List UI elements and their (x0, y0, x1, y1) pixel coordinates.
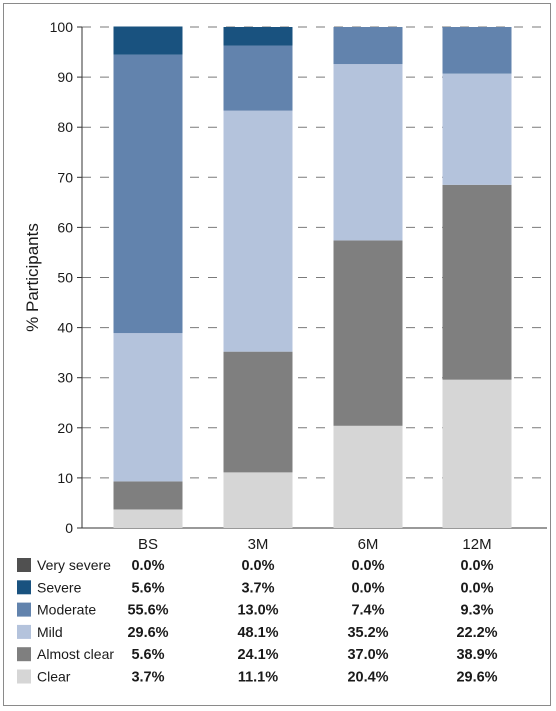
legend-swatch-clear (17, 669, 31, 684)
value-moderate-12m: 9.3% (460, 603, 493, 619)
value-very-severe-12m: 0.0% (460, 558, 493, 574)
bar-bs-moderate (113, 54, 183, 334)
value-mild-12m: 22.2% (456, 625, 497, 641)
legend-swatch-moderate (17, 602, 31, 617)
y-tick-label-20: 20 (57, 420, 73, 436)
value-moderate-bs: 55.6% (127, 603, 168, 619)
value-almost-clear-3m: 24.1% (237, 647, 278, 663)
legend-swatch-severe (17, 580, 31, 595)
value-moderate-6m: 7.4% (351, 603, 384, 619)
y-axis-label: % Participants (23, 223, 42, 332)
legend-swatch-very-severe (17, 558, 31, 572)
bar-6m-almost-clear (333, 240, 403, 426)
bar-3m-mild (223, 110, 293, 352)
y-tick-label-60: 60 (57, 219, 73, 235)
y-tick-label-80: 80 (57, 119, 73, 135)
legend-swatch-mild (17, 624, 31, 639)
bar-12m-almost-clear (442, 184, 512, 380)
bar-12m-moderate (442, 27, 512, 74)
y-tick-label-50: 50 (57, 270, 73, 286)
x-category-label-6m: 6M (358, 536, 379, 553)
bar-6m-clear (333, 425, 403, 528)
bar-bs-almost-clear (113, 481, 183, 510)
y-tick-label-100: 100 (50, 19, 74, 35)
value-very-severe-3m: 0.0% (241, 558, 274, 574)
value-clear-3m: 11.1% (238, 670, 278, 686)
value-almost-clear-12m: 38.9% (456, 647, 497, 663)
value-almost-clear-6m: 37.0% (347, 647, 388, 663)
y-tick-label-70: 70 (57, 169, 73, 185)
value-mild-bs: 29.6% (127, 625, 168, 641)
value-severe-3m: 3.7% (241, 580, 274, 596)
value-mild-3m: 48.1% (237, 625, 278, 641)
y-tick-label-40: 40 (57, 320, 73, 336)
value-moderate-3m: 13.0% (237, 603, 278, 619)
y-tick-label-90: 90 (57, 69, 73, 85)
legend-label-moderate: Moderate (37, 602, 96, 618)
x-category-label-12m: 12M (462, 536, 491, 553)
bar-12m-clear (442, 379, 512, 528)
value-clear-bs: 3.7% (131, 670, 164, 686)
value-severe-bs: 5.6% (131, 580, 164, 596)
value-severe-12m: 0.0% (460, 580, 493, 596)
bar-12m-mild (442, 73, 512, 185)
y-tick-label-10: 10 (57, 470, 73, 486)
value-clear-12m: 29.6% (456, 670, 497, 686)
x-category-label-3m: 3M (248, 536, 269, 553)
y-tick-label-0: 0 (65, 520, 73, 536)
legend-label-almost-clear: Almost clear (37, 646, 114, 662)
legend-label-very-severe: Very severe (37, 557, 111, 573)
chart-frame (3, 3, 551, 706)
value-severe-6m: 0.0% (351, 580, 384, 596)
value-almost-clear-bs: 5.6% (131, 647, 164, 663)
bar-3m-clear (223, 472, 293, 528)
y-tick-label-30: 30 (57, 370, 73, 386)
value-clear-6m: 20.4% (347, 670, 388, 686)
bar-3m-moderate (223, 45, 293, 111)
x-category-label-bs: BS (138, 536, 158, 553)
value-very-severe-bs: 0.0% (131, 558, 164, 574)
bar-6m-moderate (333, 27, 403, 65)
legend-label-clear: Clear (37, 669, 71, 685)
value-very-severe-6m: 0.0% (351, 558, 384, 574)
bar-bs-clear (113, 509, 183, 528)
value-mild-6m: 35.2% (347, 625, 388, 641)
legend-swatch-almost-clear (17, 647, 31, 662)
bar-6m-mild (333, 64, 403, 241)
bar-3m-almost-clear (223, 351, 293, 473)
legend-label-severe: Severe (37, 579, 82, 595)
legend-label-mild: Mild (37, 624, 63, 640)
bar-bs-mild (113, 333, 183, 482)
bar-bs-severe (113, 26, 183, 55)
bar-3m-severe (223, 27, 293, 46)
